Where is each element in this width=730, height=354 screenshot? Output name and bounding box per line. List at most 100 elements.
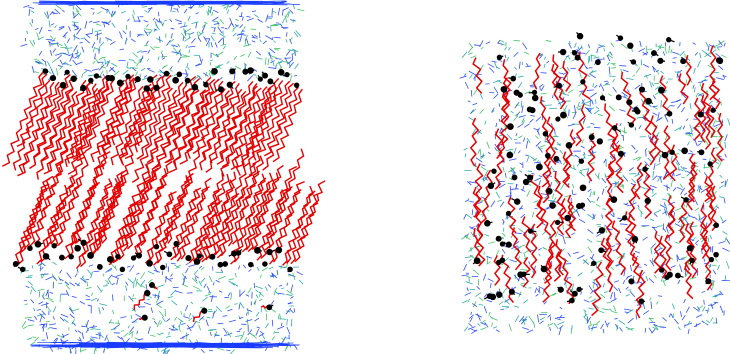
water-molecule [603,291,608,293]
water-molecule [45,332,49,340]
water-molecule [601,188,605,195]
water-molecule [693,216,698,221]
water-molecule [693,67,696,74]
water-molecule [604,320,609,328]
water-molecule [122,30,127,35]
water-molecule [268,66,277,69]
water-molecule [25,285,30,289]
head-linker [500,87,505,90]
head-group [201,307,208,314]
water-molecule [263,340,271,344]
water-molecule [271,319,274,327]
water-molecule [596,320,601,325]
water-molecule [627,233,633,237]
water-molecule [544,104,552,106]
water-molecule [676,73,682,81]
water-molecule [588,307,594,310]
head-linker [472,260,478,265]
water-molecule [664,46,667,54]
water-molecule [41,295,45,300]
water-molecule [49,66,53,71]
water-molecule [72,308,79,312]
water-molecule [197,37,202,43]
water-molecule [186,63,189,69]
water-molecule [121,10,126,14]
water-molecule [708,100,713,105]
water-molecule [268,266,274,270]
water-molecule [692,127,697,131]
water-molecule [265,14,269,23]
water-molecule [242,331,245,338]
water-molecule [724,178,729,187]
lipid-tail [470,117,480,167]
water-molecule [81,332,84,339]
water-molecule [581,99,586,104]
head-group [163,70,170,77]
water-molecule [100,41,105,47]
water-molecule [528,261,531,265]
water-molecule [608,66,611,75]
water-molecule [87,304,92,307]
water-molecule [615,181,620,185]
water-molecule [111,282,116,286]
water-molecule [719,196,724,199]
water-molecule [713,301,719,304]
water-molecule [133,280,135,288]
water-molecule [184,21,186,27]
water-molecule [112,309,115,314]
water-molecule [44,12,49,20]
water-molecule [650,243,656,249]
water-molecule [159,36,161,43]
water-molecule [719,290,724,296]
water-molecule [586,89,594,91]
water-molecule [651,65,657,71]
water-molecule [97,45,101,52]
water-molecule [479,148,482,156]
water-molecule [40,261,46,267]
water-molecule [218,290,223,293]
lipid-tail [29,74,71,170]
water-molecule [525,154,529,156]
water-molecule [480,327,487,331]
water-molecule [171,300,178,306]
head-linker [540,264,545,270]
water-molecule [508,46,511,51]
water-molecule [674,241,680,245]
water-molecule [526,190,531,197]
head-linker [155,244,158,247]
head-linker [134,252,140,257]
water-molecule [108,66,115,72]
head-linker [506,154,511,158]
water-molecule [689,103,692,110]
head-linker [133,254,136,259]
head-linker [250,264,255,267]
water-molecule [657,176,661,182]
water-molecule [695,169,698,173]
water-molecule [128,59,135,61]
water-molecule [172,324,175,329]
water-molecule [287,11,290,18]
water-molecule [50,327,57,330]
water-molecule [468,46,474,53]
water-molecule [658,155,661,163]
water-molecule [282,60,289,64]
water-molecule [64,281,70,286]
water-molecule [233,72,236,81]
water-molecule [657,70,659,75]
water-molecule [662,317,667,322]
water-molecule [701,49,708,55]
head-linker [215,88,222,92]
water-molecule [132,14,135,21]
water-molecule [264,286,268,292]
water-molecule [56,42,59,47]
lipid-tail [664,234,672,271]
water-molecule [274,49,279,51]
water-molecule [92,11,95,15]
water-molecule [165,263,168,268]
water-molecule [594,173,600,180]
water-molecule [602,328,605,334]
water-molecule [255,285,263,290]
water-molecule [74,282,80,287]
water-molecule [147,326,151,334]
water-molecule [206,316,211,319]
